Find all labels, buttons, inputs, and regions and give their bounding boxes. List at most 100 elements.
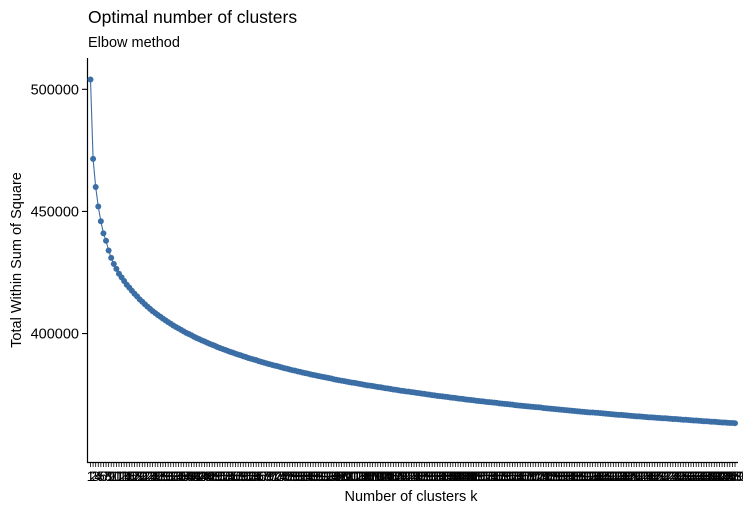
- x-tick-label: 41: [186, 468, 202, 484]
- x-tick-label: 133: [420, 468, 444, 484]
- x-tick-label: 31: [160, 468, 176, 484]
- x-tick-label: 51: [212, 468, 228, 484]
- x-tick-label: 82: [292, 468, 308, 484]
- data-point: [100, 230, 107, 237]
- x-tick-label: 250: [723, 468, 743, 484]
- x-tick-label: 18: [127, 468, 143, 484]
- x-tick-label: 158: [485, 468, 509, 484]
- x-tick-label: 142: [444, 468, 468, 484]
- x-tick-label: 197: [586, 468, 610, 484]
- x-tick-label: 71: [264, 468, 280, 484]
- x-tick-label: 22: [137, 468, 153, 484]
- x-tick-label: 44: [194, 468, 210, 484]
- x-tick-label: 105: [348, 468, 372, 484]
- x-tick-label: 50: [210, 468, 226, 484]
- x-tick-label: 215: [633, 468, 657, 484]
- x-tick-label: 8: [105, 468, 113, 484]
- x-tick-label: 123: [395, 468, 419, 484]
- x-tick-label: 83: [295, 468, 311, 484]
- x-tick-label: 53: [217, 468, 233, 484]
- x-tick-label: 212: [625, 468, 649, 484]
- x-tick-label: 213: [628, 468, 652, 484]
- x-tick-label: 199: [591, 468, 615, 484]
- x-tick-label: 118: [382, 468, 405, 484]
- x-tick-label: 188: [563, 468, 587, 484]
- x-tick-label: 28: [153, 468, 169, 484]
- x-tick-label: 95: [326, 468, 342, 484]
- x-tick-label: 98: [334, 468, 350, 484]
- data-point: [732, 420, 738, 427]
- x-tick-label: 194: [578, 468, 602, 484]
- x-tick-label: 185: [555, 468, 579, 484]
- x-tick-label: 37: [176, 468, 192, 484]
- x-tick-label: 206: [609, 468, 633, 484]
- x-tick-label: 214: [630, 468, 654, 484]
- x-tick-label: 165: [503, 468, 527, 484]
- x-tick-label: 34: [168, 468, 184, 484]
- x-tick-label: 70: [261, 468, 277, 484]
- x-tick-label: 190: [568, 468, 592, 484]
- x-tick-label: 57: [228, 468, 244, 484]
- x-tick-label: 67: [254, 468, 270, 484]
- data-point: [105, 247, 112, 254]
- x-tick-label: 109: [358, 468, 382, 484]
- x-tick-label: 178: [537, 468, 561, 484]
- x-tick-label: 136: [428, 468, 452, 484]
- x-tick-label: 112: [367, 468, 390, 484]
- y-tick-label: 450000: [31, 204, 79, 220]
- x-tick-label: 239: [695, 468, 719, 484]
- x-tick-label: 29: [155, 468, 171, 484]
- x-tick-label: 147: [457, 468, 481, 484]
- x-tick-label: 177: [534, 468, 558, 484]
- x-tick-label: 149: [462, 468, 486, 484]
- x-tick-label: 160: [490, 468, 514, 484]
- x-tick-label: 94: [323, 468, 339, 484]
- x-tick-label: 191: [571, 468, 595, 484]
- x-tick-label: 157: [483, 468, 507, 484]
- x-tick-label: 20: [132, 468, 148, 484]
- y-axis-ticks: 400000 450000 500000: [31, 82, 87, 343]
- x-tick-label: 171: [519, 468, 543, 484]
- x-tick-label: 216: [635, 468, 659, 484]
- x-tick-label: 68: [256, 468, 272, 484]
- x-tick-label: 5: [97, 468, 105, 484]
- x-tick-label: 56: [225, 468, 241, 484]
- x-tick-label: 3: [92, 468, 100, 484]
- x-tick-label: 27: [150, 468, 166, 484]
- x-tick-label: 104: [345, 468, 369, 484]
- y-tick-label: 400000: [31, 327, 79, 343]
- x-tick-label: 64: [246, 468, 262, 484]
- x-tick-label: 184: [552, 468, 576, 484]
- x-tick-label: 153: [472, 468, 496, 484]
- x-tick-label: 228: [666, 468, 690, 484]
- x-tick-label: 224: [656, 468, 680, 484]
- x-tick-label: 14: [116, 468, 132, 484]
- y-tick-label: 500000: [31, 82, 79, 98]
- x-tick-label: 49: [207, 468, 223, 484]
- x-tick-label: 48: [204, 468, 220, 484]
- x-tick-label: 61: [238, 468, 254, 484]
- y-axis-label: Total Within Sum of Square: [9, 172, 25, 348]
- x-tick-label: 241: [700, 468, 724, 484]
- x-tick-label: 72: [266, 468, 282, 484]
- x-tick-label: 139: [436, 468, 460, 484]
- x-tick-label: 200: [594, 468, 618, 484]
- x-tick-label: 66: [251, 468, 267, 484]
- x-tick-label: 203: [602, 468, 626, 484]
- x-tick-label: 30: [158, 468, 174, 484]
- x-tick-label: 110: [361, 468, 384, 484]
- series-line: [89, 79, 736, 424]
- x-tick-label: 201: [596, 468, 620, 484]
- x-tick-label: 2: [89, 468, 97, 484]
- x-tick-label: 36: [173, 468, 189, 484]
- x-tick-label: 187: [560, 468, 584, 484]
- x-tick-label: 108: [356, 468, 380, 484]
- x-tick-label: 26: [147, 468, 163, 484]
- x-tick-label: 97: [331, 468, 347, 484]
- x-tick-label: 249: [721, 468, 743, 484]
- x-tick-label: 248: [718, 468, 742, 484]
- data-point: [113, 265, 120, 272]
- x-tick-label: 40: [184, 468, 200, 484]
- x-tick-label: 152: [470, 468, 494, 484]
- x-tick-label: 74: [272, 468, 288, 484]
